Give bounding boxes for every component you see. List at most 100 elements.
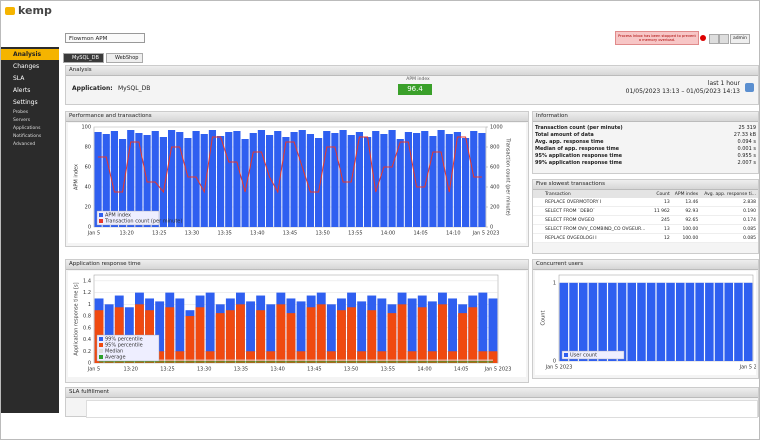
user-menu[interactable]: admin (730, 34, 750, 44)
sla-panel: SLA fulfillment (65, 387, 759, 418)
analysis-panel: Analysis Application: MySQL_DB APM index… (65, 65, 759, 105)
submenu-item[interactable]: Probes (13, 110, 29, 115)
bar (407, 351, 417, 363)
bar (714, 282, 724, 361)
info-label: Avg. app. response time (535, 138, 604, 145)
button[interactable] (709, 34, 719, 44)
alert-icon[interactable] (700, 35, 706, 41)
x-tick-label: Jan 5 2023 (472, 231, 500, 237)
row-icon (533, 216, 543, 225)
range: 01/05/2023 13:13 – 01/05/2023 14:13 (625, 88, 740, 95)
y-tick-label: 0 (88, 361, 91, 367)
row-icon (533, 198, 543, 207)
x-tick-label: 13:35 (217, 231, 231, 237)
table-row[interactable]: REPLACE OVGEOLOGI I 12 100.00 0.085 (533, 234, 758, 243)
bar (675, 282, 685, 361)
info-row: 95% application response time 0.955 s (533, 152, 758, 159)
menu-item[interactable]: SLA (13, 75, 25, 82)
sidebar: Analysis Changes SLA Alerts Settings Probes Se… (1, 47, 59, 413)
profile-select[interactable]: Flowmon APM (65, 33, 145, 43)
bar (135, 304, 144, 363)
bar (326, 351, 336, 363)
submenu-item[interactable]: Advanced (13, 142, 36, 147)
button[interactable] (719, 34, 729, 44)
legend-label: Transaction count (per minute) (104, 219, 182, 225)
bar (192, 131, 200, 227)
row-icon (533, 234, 543, 243)
bar (225, 310, 235, 363)
legend-swatch (99, 219, 103, 223)
bar (215, 313, 225, 363)
refresh-button[interactable] (745, 83, 754, 92)
table-row[interactable]: REPLACE OVERMOTORY I 13 13.46 2.838 (533, 198, 758, 207)
bar (397, 304, 407, 363)
menu-item[interactable]: Alerts (13, 87, 31, 94)
table-row[interactable]: SELECT FROM `DEBO` 11 962 92.93 0.190 (533, 207, 758, 216)
y-axis-label: APM index (74, 164, 80, 190)
bar (155, 301, 165, 363)
info-value: 25 319 (738, 124, 757, 131)
panel-title: Concurrent users (533, 260, 758, 270)
bar (724, 282, 734, 361)
bar (705, 282, 714, 361)
information-panel: Information Transaction count (per minut… (532, 111, 759, 174)
bar (216, 136, 225, 227)
table-cell: REPLACE OVERMOTORY I (545, 199, 602, 205)
table-cell: REPLACE OVGEOLOGI I (545, 235, 597, 241)
menu-item[interactable]: Settings (13, 99, 38, 106)
tab[interactable]: MySQL_DB (63, 53, 104, 63)
bar (249, 133, 257, 227)
bar (417, 307, 427, 363)
x-tick-label: 13:30 (197, 367, 211, 373)
y-tick-label: 1.4 (83, 278, 91, 284)
legend-swatch (564, 353, 568, 357)
bar (94, 132, 102, 227)
table-cell: SELECT FROM OVGEO (545, 217, 595, 223)
bar (306, 307, 316, 363)
bar (404, 132, 413, 227)
bar (155, 351, 165, 363)
submenu-item[interactable]: Servers (13, 118, 31, 123)
tab[interactable]: WebShop (105, 53, 144, 63)
bar (387, 313, 397, 363)
bar (282, 137, 290, 227)
plot-area (93, 126, 487, 228)
bar (478, 351, 488, 363)
table-cell: 13 (664, 199, 670, 205)
legend-label: 99% percentile (105, 337, 143, 343)
performance-panel: Performance and transactions 0 20 40 60 80 10… (65, 111, 529, 247)
bar (176, 132, 184, 227)
legend-label: APM index (105, 213, 131, 219)
y-tick-label: 0.6 (83, 325, 91, 331)
panel-title: Information (533, 112, 758, 122)
bar (205, 351, 215, 363)
info-label: Median of app. response time (535, 145, 620, 152)
bar (266, 351, 276, 363)
y2-tick-label: 1000 (490, 125, 503, 131)
table-cell: 11 962 (654, 208, 670, 214)
bar (323, 131, 331, 227)
menu-item[interactable]: Changes (13, 63, 40, 70)
submenu-item[interactable]: Applications (13, 126, 41, 131)
bar (407, 298, 417, 363)
x-tick-label: Jan 5 2023 (484, 367, 512, 373)
x-tick-label: 14:00 (381, 231, 395, 237)
bar (256, 310, 266, 363)
bar (685, 282, 695, 361)
submenu-item[interactable]: Notifications (13, 134, 42, 139)
table-cell: 92.93 (685, 208, 699, 214)
info-value: 0.001 s (737, 145, 756, 152)
top-bar: kemp Flowmon APM Process Inbox has been … (1, 1, 759, 47)
bar (102, 134, 110, 227)
table-cell: 245 (661, 217, 670, 223)
table-row[interactable]: SELECT FROM OVGEO 245 92.65 0.174 (533, 216, 758, 225)
table-cell: 0.174 (743, 217, 756, 223)
table-cell: SELECT FROM OVV_COMBIND_CO OVGEUR... (545, 226, 646, 232)
x-tick-label: Jan 5 (87, 367, 100, 373)
bar (608, 282, 617, 361)
bar (276, 304, 286, 363)
menu-item[interactable]: Analysis (1, 49, 59, 60)
panel-title: Performance and transactions (66, 112, 528, 122)
table-row[interactable]: SELECT FROM OVV_COMBIND_CO OVGEUR... 13 10… (533, 225, 758, 234)
bar (185, 316, 195, 363)
